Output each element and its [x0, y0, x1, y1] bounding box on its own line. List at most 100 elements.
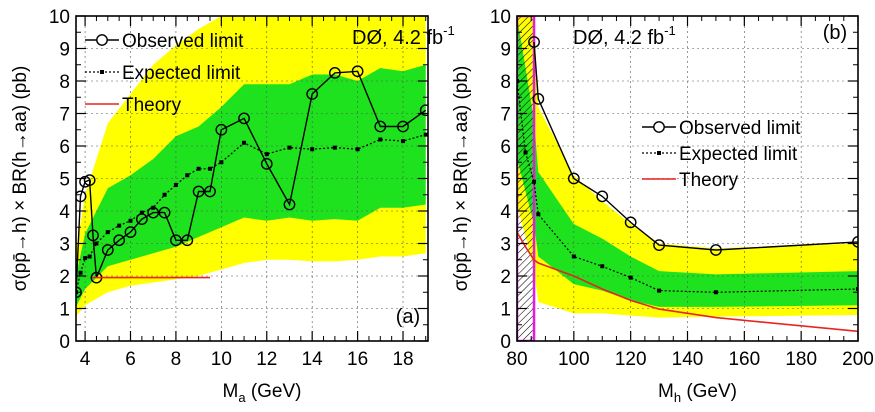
expected-limit-marker	[87, 254, 92, 259]
y-tick-label: 5	[500, 170, 511, 191]
y-tick-label: 5	[59, 170, 70, 191]
y-tick-label: 7	[500, 105, 511, 126]
expected-limit-marker	[523, 150, 528, 155]
expected-limit-marker	[151, 205, 156, 210]
expected-limit-marker	[657, 288, 662, 293]
observed-limit-marker	[83, 174, 96, 187]
expected-limit-marker	[713, 290, 718, 295]
experiment-label-main: DØ, 4.2 fb	[573, 27, 664, 49]
x-tick-label: 4	[80, 349, 91, 370]
y-tick-label: 3	[59, 235, 70, 256]
x-axis-label-sub: a	[238, 390, 246, 405]
x-axis-label: Mh (GeV)	[658, 381, 737, 405]
y-axis-label: σ(pp̄→h) × BR(h→aa) (pb)	[451, 66, 472, 292]
legend-item: Expected limit	[642, 144, 798, 165]
legend: Observed limit Expected limit Theory	[642, 118, 801, 191]
y-tick-label: 4	[59, 202, 70, 223]
observed-limit-marker	[113, 234, 126, 247]
x-axis-label-sub: h	[674, 390, 681, 405]
y-tick-label: 1	[500, 300, 511, 321]
expected-limit-line	[517, 80, 858, 293]
y-tick-label: 6	[59, 137, 70, 158]
observed-limit-marker	[283, 198, 296, 211]
legend: Observed limit Expected limit Theory	[85, 31, 244, 116]
expected-limit-marker	[94, 241, 99, 246]
band-1sigma	[517, 16, 858, 307]
expected-limit-marker	[162, 192, 167, 197]
axes: 0 1 2 3 4 5 6 7 8 9 10 80 100 120 140 160 180 200	[490, 7, 874, 370]
x-axis-label: Ma (GeV)	[222, 381, 301, 405]
legend-label: Expected limit	[122, 63, 241, 84]
expected-limit-marker	[117, 223, 122, 228]
expected-limit-marker	[242, 140, 247, 145]
x-tick-label: 140	[672, 349, 704, 370]
expected-limit-marker	[219, 160, 224, 165]
legend-label: Theory	[122, 95, 182, 116]
expected-limit-marker	[401, 139, 406, 144]
expected-limit-marker	[532, 179, 537, 184]
y-tick-label: 10	[490, 7, 511, 28]
y-tick-label: 4	[500, 202, 511, 223]
x-tick-label: 120	[615, 349, 647, 370]
series-expected-limit	[76, 132, 428, 295]
expected-limit-marker	[264, 152, 269, 157]
y-tick-label: 2	[500, 267, 511, 288]
x-axis-label-unit: (GeV)	[681, 381, 737, 402]
x-tick-label: 16	[347, 349, 368, 370]
series-observed-limit	[76, 65, 428, 299]
chart-panel-b: 0 1 2 3 4 5 6 7 8 9 10 80 100 120 140 160 180 200 σ(pp̄→h)…	[451, 7, 874, 405]
x-tick-label: 200	[842, 349, 874, 370]
y-tick-label: 1	[59, 300, 70, 321]
observed-limit-marker	[710, 244, 722, 256]
observed-limit-marker	[374, 120, 387, 133]
plot-area	[76, 16, 428, 341]
observed-limit-marker	[624, 216, 637, 229]
x-tick-label: 10	[211, 349, 232, 370]
observed-limit-marker	[532, 92, 545, 105]
observed-limit-marker	[596, 190, 609, 203]
observed-limit-marker	[238, 112, 250, 125]
legend-item: Observed limit	[642, 118, 801, 139]
expected-limit-marker	[571, 254, 576, 259]
y-tick-label: 9	[500, 40, 511, 61]
expected-limit-marker	[139, 210, 144, 215]
theory-line	[517, 231, 858, 333]
y-tick-label: 8	[59, 72, 70, 93]
y-tick-label: 0	[59, 332, 70, 353]
band-1sigma	[76, 64, 426, 307]
y-tick-label: 10	[49, 7, 70, 28]
x-axis-label-main: M	[222, 381, 238, 402]
expected-limit-marker	[600, 264, 605, 269]
legend-marker	[657, 151, 661, 155]
x-tick-label: 12	[256, 349, 277, 370]
observed-limit-marker	[306, 88, 319, 100]
x-tick-label: 160	[728, 349, 760, 370]
y-tick-label: 7	[59, 105, 70, 126]
observed-limit-marker	[528, 36, 540, 48]
expected-limit-marker	[355, 147, 360, 152]
experiment-label: DØ, 4.2 fb-1	[573, 23, 676, 49]
grid	[76, 16, 428, 341]
observed-limit-line	[533, 41, 858, 251]
y-tick-label: 2	[59, 267, 70, 288]
observed-limit-marker	[653, 239, 665, 252]
experiment-label-main: DØ, 4.2 fb	[352, 27, 443, 49]
x-tick-label: 100	[558, 349, 590, 370]
expected-limit-marker	[173, 183, 178, 187]
legend-label: Observed limit	[679, 118, 801, 139]
expected-limit-marker	[207, 166, 212, 171]
observed-limit-marker	[101, 244, 114, 256]
expected-limit-marker	[287, 145, 292, 150]
expected-limit-marker	[185, 173, 190, 178]
legend-item: Observed limit	[85, 31, 244, 52]
expected-limit-marker	[378, 137, 383, 142]
legend-label: Theory	[679, 170, 739, 191]
expected-limit-marker	[78, 270, 83, 275]
observed-limit-marker	[351, 65, 364, 78]
expected-limit-marker	[856, 287, 858, 291]
experiment-label-sup: -1	[443, 23, 455, 38]
series-theory	[517, 231, 858, 333]
observed-limit-marker	[260, 157, 273, 170]
